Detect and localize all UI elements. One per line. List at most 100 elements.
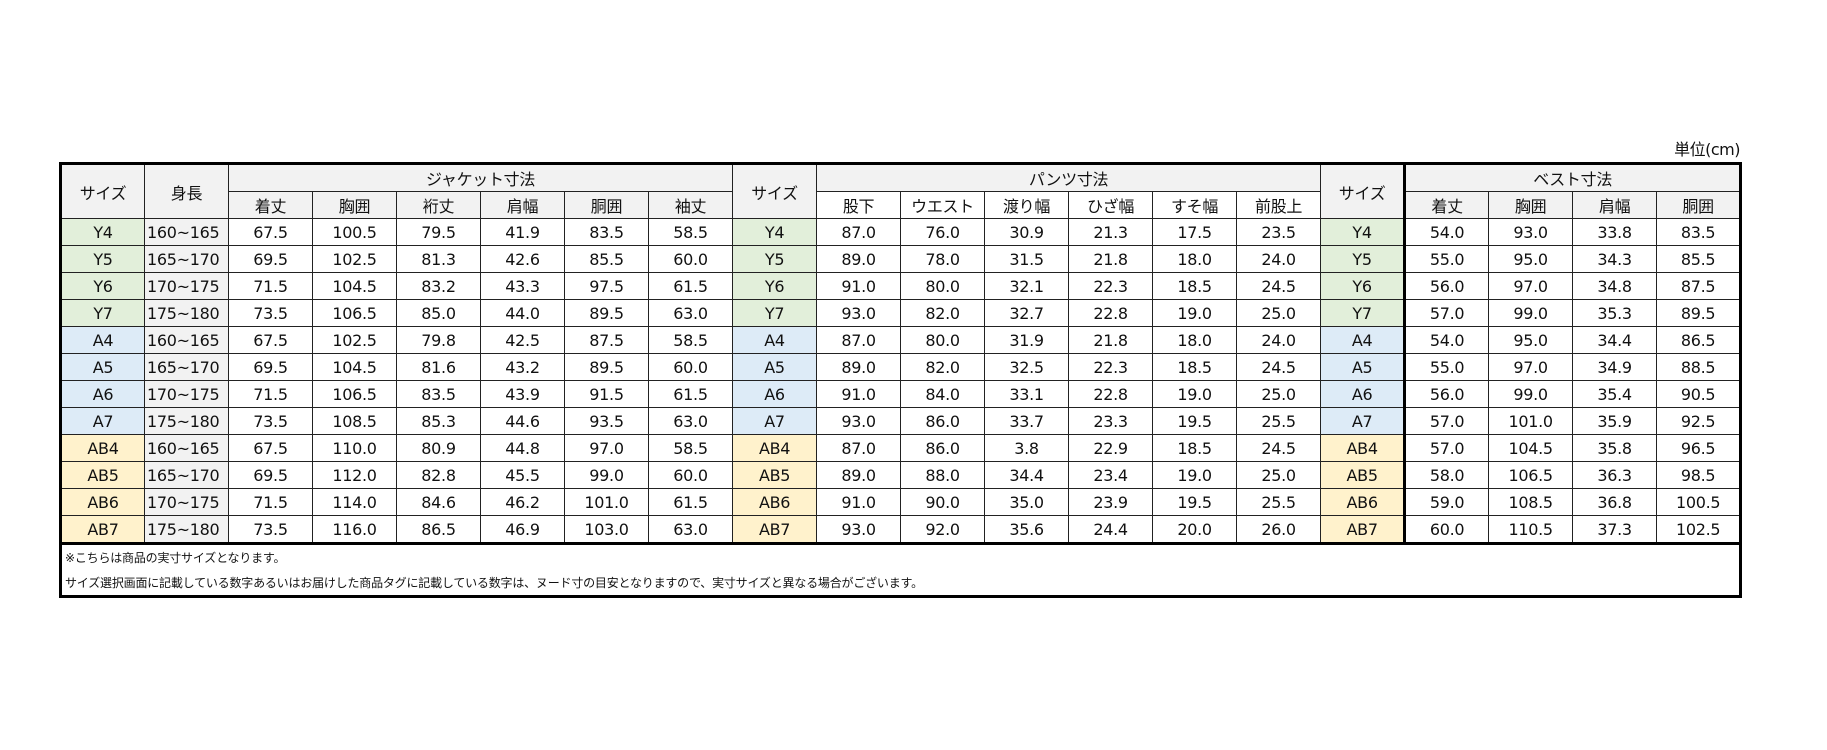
header-pants-col: 渡り幅 bbox=[984, 191, 1070, 219]
jacket-value-cell: 80.9 bbox=[396, 434, 481, 462]
pants-value-cell: 22.9 bbox=[1068, 434, 1154, 462]
pants-size-cell: Y4 bbox=[732, 218, 818, 246]
vest-value-cell: 57.0 bbox=[1404, 434, 1490, 462]
jacket-value-cell: 83.5 bbox=[564, 218, 649, 246]
jacket-value-cell: 101.0 bbox=[564, 488, 649, 516]
jacket-value-cell: 97.0 bbox=[564, 434, 649, 462]
height-cell: 175~180 bbox=[144, 299, 229, 327]
table-row: AB4 160~165 67.5 110.0 80.9 44.8 97.0 58.5 AB4 87… bbox=[60, 434, 1742, 462]
pants-value-cell: 18.5 bbox=[1152, 434, 1238, 462]
jacket-value-cell: 106.5 bbox=[312, 380, 397, 408]
pants-value-cell: 18.5 bbox=[1152, 353, 1238, 381]
jacket-value-cell: 58.5 bbox=[647, 434, 734, 462]
size-cell: AB6 bbox=[60, 488, 145, 516]
height-cell: 175~180 bbox=[144, 407, 229, 435]
header-pants-col: 前股上 bbox=[1236, 191, 1322, 219]
jacket-value-cell: 58.5 bbox=[647, 218, 734, 246]
note-text: ※こちらは商品の実寸サイズとなります。 bbox=[65, 551, 286, 565]
header-size: サイズ bbox=[60, 163, 145, 219]
vest-value-cell: 33.8 bbox=[1572, 218, 1658, 246]
jacket-value-cell: 69.5 bbox=[228, 245, 313, 273]
vest-size-cell: AB5 bbox=[1320, 461, 1407, 489]
jacket-value-cell: 61.5 bbox=[647, 488, 734, 516]
jacket-value-cell: 85.0 bbox=[396, 299, 481, 327]
pants-size-cell: AB5 bbox=[732, 461, 818, 489]
jacket-value-cell: 63.0 bbox=[647, 515, 734, 545]
header-pants-section: パンツ寸法 bbox=[816, 163, 1322, 192]
jacket-value-cell: 103.0 bbox=[564, 515, 649, 545]
jacket-value-cell: 89.5 bbox=[564, 299, 649, 327]
pants-value-cell: 22.8 bbox=[1068, 380, 1154, 408]
table-row: Y5 165~170 69.5 102.5 81.3 42.6 85.5 60.0 Y5 89.0… bbox=[60, 245, 1742, 273]
pants-value-cell: 24.0 bbox=[1236, 245, 1322, 273]
pants-value-cell: 20.0 bbox=[1152, 515, 1238, 545]
pants-size-cell: Y5 bbox=[732, 245, 818, 273]
vest-size-cell: A5 bbox=[1320, 353, 1407, 381]
header-vest-section: ベスト寸法 bbox=[1404, 163, 1742, 192]
height-cell: 170~175 bbox=[144, 488, 229, 516]
jacket-value-cell: 114.0 bbox=[312, 488, 397, 516]
jacket-value-cell: 106.5 bbox=[312, 299, 397, 327]
vest-value-cell: 83.5 bbox=[1656, 218, 1742, 246]
vest-size-cell: Y7 bbox=[1320, 299, 1407, 327]
jacket-value-cell: 42.6 bbox=[480, 245, 565, 273]
vest-value-cell: 34.8 bbox=[1572, 272, 1658, 300]
pants-value-cell: 34.4 bbox=[984, 461, 1070, 489]
table-row: A5 165~170 69.5 104.5 81.6 43.2 89.5 60.0 A5 89.0… bbox=[60, 353, 1742, 381]
pants-value-cell: 35.6 bbox=[984, 515, 1070, 545]
pants-size-cell: A5 bbox=[732, 353, 818, 381]
vest-value-cell: 35.9 bbox=[1572, 407, 1658, 435]
pants-value-cell: 86.0 bbox=[900, 434, 986, 462]
pants-value-cell: 80.0 bbox=[900, 326, 986, 354]
pants-size-cell: Y7 bbox=[732, 299, 818, 327]
vest-size-cell: A4 bbox=[1320, 326, 1407, 354]
jacket-value-cell: 46.9 bbox=[480, 515, 565, 545]
jacket-value-cell: 43.3 bbox=[480, 272, 565, 300]
pants-value-cell: 91.0 bbox=[816, 272, 902, 300]
vest-value-cell: 99.0 bbox=[1488, 299, 1574, 327]
size-cell: A5 bbox=[60, 353, 145, 381]
jacket-value-cell: 87.5 bbox=[564, 326, 649, 354]
pants-value-cell: 30.9 bbox=[984, 218, 1070, 246]
jacket-value-cell: 108.5 bbox=[312, 407, 397, 435]
size-cell: A6 bbox=[60, 380, 145, 408]
pants-value-cell: 91.0 bbox=[816, 380, 902, 408]
header-pants-col: 股下 bbox=[816, 191, 902, 219]
vest-value-cell: 35.4 bbox=[1572, 380, 1658, 408]
pants-value-cell: 88.0 bbox=[900, 461, 986, 489]
vest-value-cell: 57.0 bbox=[1404, 299, 1490, 327]
header-pants-col: ウエスト bbox=[900, 191, 986, 219]
vest-value-cell: 60.0 bbox=[1404, 515, 1490, 545]
jacket-value-cell: 112.0 bbox=[312, 461, 397, 489]
jacket-value-cell: 71.5 bbox=[228, 488, 313, 516]
jacket-value-cell: 84.6 bbox=[396, 488, 481, 516]
pants-value-cell: 25.0 bbox=[1236, 299, 1322, 327]
pants-value-cell: 33.7 bbox=[984, 407, 1070, 435]
jacket-value-cell: 67.5 bbox=[228, 434, 313, 462]
table-row: AB7 175~180 73.5 116.0 86.5 46.9 103.0 63.0 AB7 9… bbox=[60, 515, 1742, 545]
jacket-value-cell: 61.5 bbox=[647, 272, 734, 300]
pants-value-cell: 35.0 bbox=[984, 488, 1070, 516]
table-row: A4 160~165 67.5 102.5 79.8 42.5 87.5 58.5 A4 87.0… bbox=[60, 326, 1742, 354]
header-vest-size: サイズ bbox=[1320, 163, 1407, 219]
vest-value-cell: 97.0 bbox=[1488, 353, 1574, 381]
note-text: サイズ選択画面に記載している数字あるいはお届けした商品タグに記載している数字は、… bbox=[65, 576, 923, 590]
height-cell: 160~165 bbox=[144, 434, 229, 462]
pants-value-cell: 19.0 bbox=[1152, 380, 1238, 408]
table-row: A7 175~180 73.5 108.5 85.3 44.6 93.5 63.0 A7 93.0… bbox=[60, 407, 1742, 435]
jacket-value-cell: 63.0 bbox=[647, 299, 734, 327]
pants-value-cell: 87.0 bbox=[816, 218, 902, 246]
jacket-value-cell: 110.0 bbox=[312, 434, 397, 462]
jacket-value-cell: 102.5 bbox=[312, 245, 397, 273]
height-cell: 160~165 bbox=[144, 218, 229, 246]
jacket-value-cell: 86.5 bbox=[396, 515, 481, 545]
size-cell: AB5 bbox=[60, 461, 145, 489]
pants-value-cell: 31.5 bbox=[984, 245, 1070, 273]
size-cell: Y4 bbox=[60, 218, 145, 246]
vest-value-cell: 58.0 bbox=[1404, 461, 1490, 489]
vest-size-cell: A7 bbox=[1320, 407, 1407, 435]
pants-size-cell: A6 bbox=[732, 380, 818, 408]
jacket-value-cell: 43.2 bbox=[480, 353, 565, 381]
pants-value-cell: 23.9 bbox=[1068, 488, 1154, 516]
jacket-value-cell: 63.0 bbox=[647, 407, 734, 435]
